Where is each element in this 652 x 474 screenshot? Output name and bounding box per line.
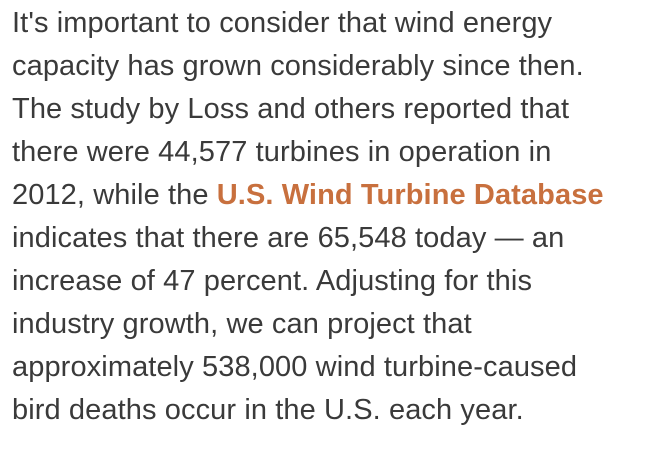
text-line: capacity has grown considerably since th…: [12, 50, 584, 82]
text-line: The study by Loss and others reported th…: [12, 93, 570, 125]
text-line: approximately 538,000 wind turbine-cause…: [12, 351, 578, 383]
article-paragraph: It's important to consider that wind ene…: [12, 2, 604, 432]
text-line-with-link: 2012, while the U.S. Wind Turbine Databa…: [12, 174, 604, 217]
wind-turbine-database-link[interactable]: U.S. Wind Turbine Database: [216, 179, 604, 211]
text-line: indicates that there are 65,548 today — …: [12, 222, 565, 254]
text-line: It's important to consider that wind ene…: [12, 7, 553, 39]
text-segment: 2012, while the: [12, 179, 217, 211]
text-line: there were 44,577 turbines in operation …: [12, 136, 552, 168]
text-line: increase of 47 percent. Adjusting for th…: [12, 265, 533, 297]
text-line: bird deaths occur in the U.S. each year.: [12, 394, 524, 426]
text-line: industry growth, we can project that: [12, 308, 472, 340]
